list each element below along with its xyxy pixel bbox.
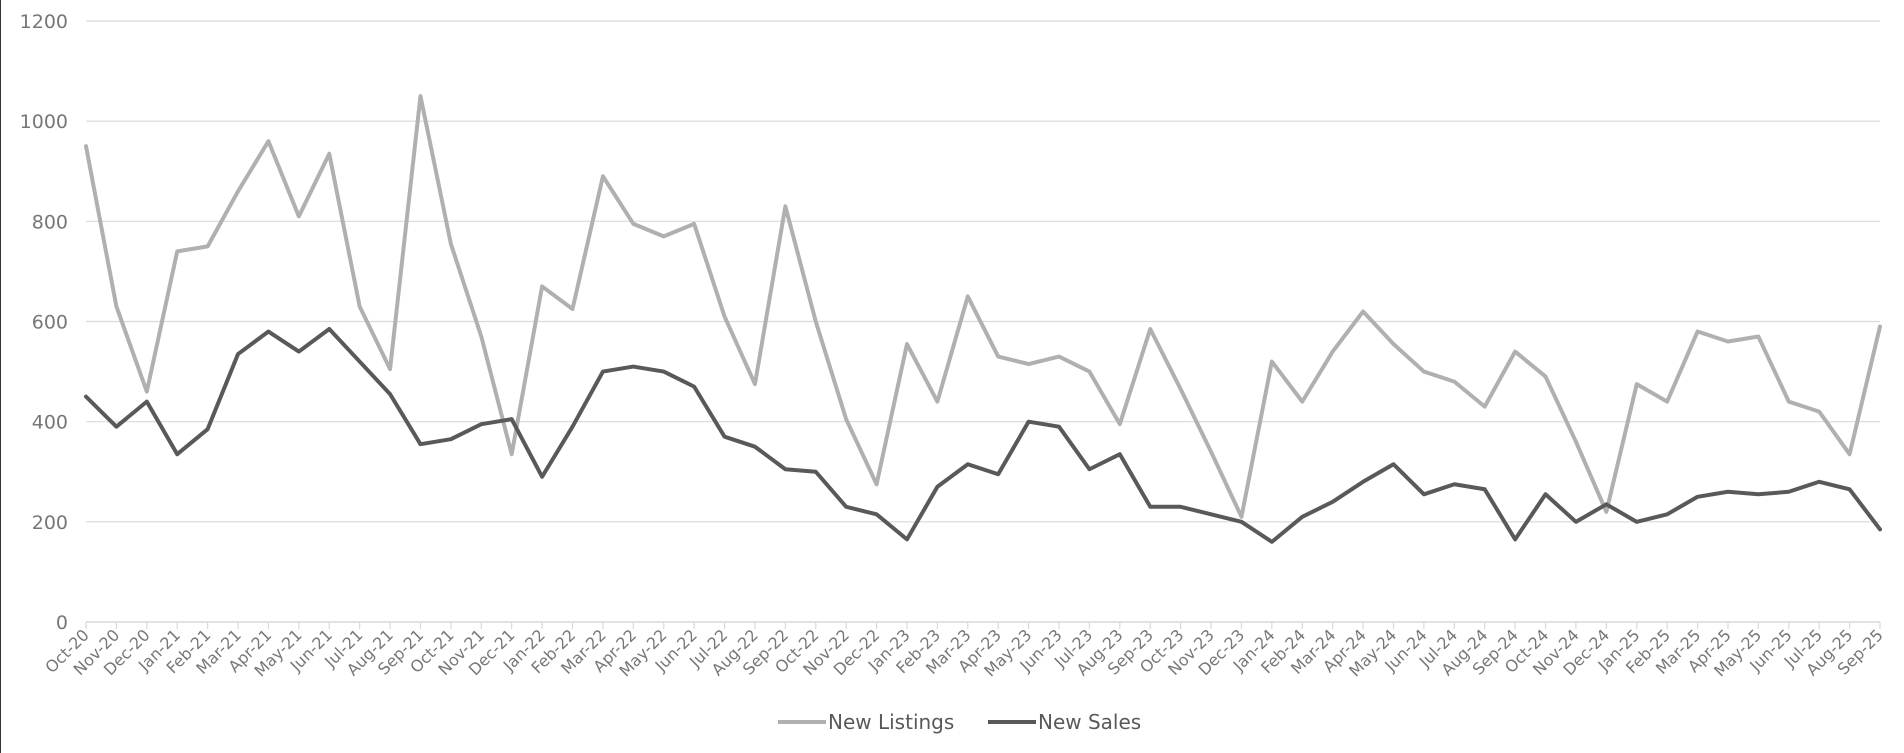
series-lines [84, 94, 1882, 544]
y-tick-label-1200: 1200 [20, 11, 68, 33]
chart-left-border [0, 0, 1, 753]
y-tick-label-0: 0 [56, 612, 68, 634]
y-tick-label-400: 400 [32, 412, 68, 434]
y-tick-label-200: 200 [32, 512, 68, 534]
legend-label-new-listings: New Listings [828, 710, 954, 734]
series-line-new-sales [84, 327, 1882, 544]
legend: New Listings New Sales [778, 710, 1141, 734]
y-axis-tick-labels: 0 200 400 600 800 1000 1200 [20, 11, 68, 634]
y-tick-label-600: 600 [32, 312, 68, 334]
x-axis: Oct-20Nov-20Dec-20Jan-21Feb-21Mar-21Apr-… [41, 621, 1887, 681]
gridlines [86, 20, 1880, 523]
series-line-new-listings [84, 94, 1882, 519]
y-tick-label-1000: 1000 [20, 111, 68, 133]
y-tick-label-800: 800 [32, 211, 68, 233]
legend-label-new-sales: New Sales [1038, 710, 1141, 734]
